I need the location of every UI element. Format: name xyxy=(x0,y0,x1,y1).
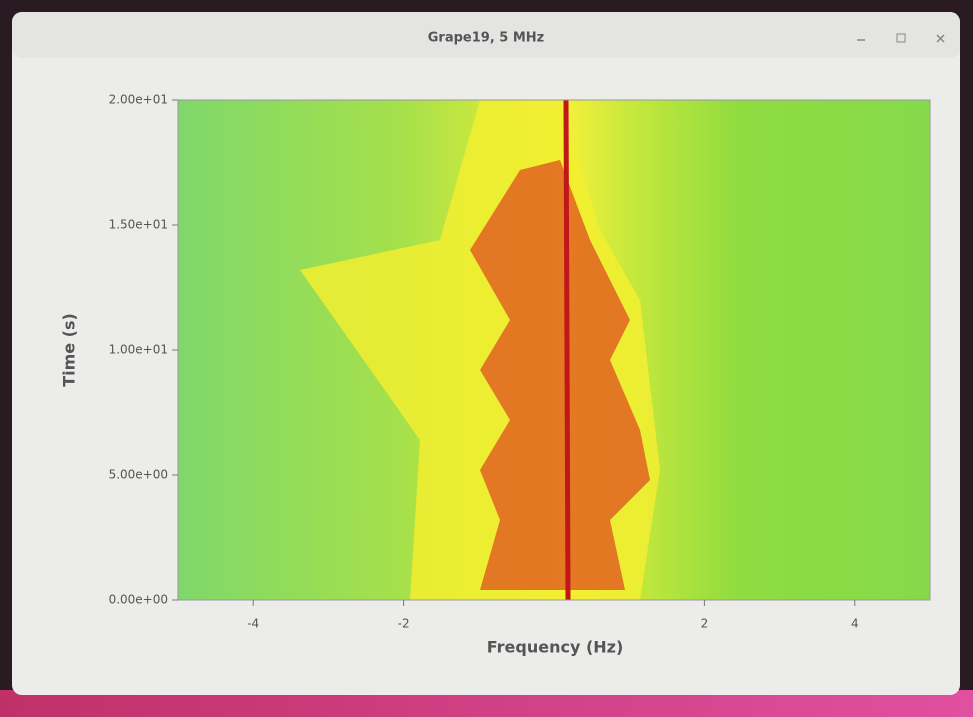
spectrogram xyxy=(178,100,930,600)
x-tick-label: 4 xyxy=(851,617,859,631)
screen: Grape19, 5 MHz Frequency (Hz) Time (s) -… xyxy=(0,0,973,717)
x-tick-label: -4 xyxy=(247,617,259,631)
x-tick-label: 2 xyxy=(701,617,709,631)
x-axis-label: Frequency (Hz) xyxy=(487,638,624,657)
page: Grape19, 5 MHz Frequency (Hz) Time (s) -… xyxy=(0,0,973,717)
y-tick-label: 1.50e+01 xyxy=(109,218,168,232)
carrier-line xyxy=(566,100,568,600)
y-tick-label: 1.00e+01 xyxy=(109,343,168,357)
y-tick-label: 2.00e+01 xyxy=(109,93,168,107)
y-axis-label: Time (s) xyxy=(60,313,79,387)
window-title: Grape19, 5 MHz xyxy=(428,31,545,46)
y-tick-label: 0.00e+00 xyxy=(109,593,168,607)
y-tick-label: 5.00e+00 xyxy=(109,468,168,482)
x-tick-label: -2 xyxy=(398,617,410,631)
